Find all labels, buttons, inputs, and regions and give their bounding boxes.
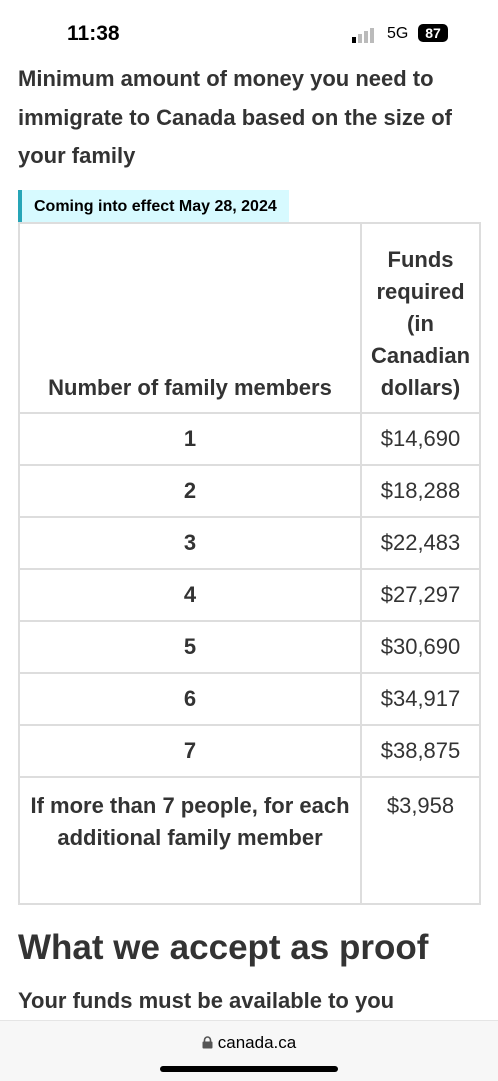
network: 5G (387, 25, 409, 42)
funds-cell: $34,917 (360, 672, 481, 726)
members-cell: 5 (18, 620, 362, 674)
members-cell: 3 (18, 516, 362, 570)
home-indicator (160, 1066, 338, 1072)
members-cell: 1 (18, 412, 362, 466)
members-cell: 4 (18, 568, 362, 622)
funds-cell: $14,690 (360, 412, 481, 466)
funds-cell: $27,297 (360, 568, 481, 622)
table-row: 2 $18,288 (18, 464, 481, 518)
header-cell: Funds required (in Canadian dollars) (360, 222, 481, 414)
signal-icon (352, 28, 374, 43)
funds-cell: $22,483 (360, 516, 481, 570)
section-heading: What we accept as proof (18, 928, 429, 967)
table-row: 5 $30,690 (18, 620, 481, 674)
table-body: 1 $14,690 2 $18,288 3 $22,483 4 $27,297 5 $30,690… (18, 412, 481, 905)
table-row: If more than 7 people, for each addition… (18, 776, 481, 905)
funds-cell: $38,875 (360, 724, 481, 778)
effective-label: Coming into effect May 28, 2024 (18, 190, 289, 222)
members-cell: 6 (18, 672, 362, 726)
clock: 11:38 (67, 22, 120, 45)
funds-cell: $30,690 (360, 620, 481, 674)
battery: 87 (418, 24, 448, 42)
funds-table: Number of family members Funds required … (18, 222, 481, 905)
section-text: Your funds must be available to you (18, 988, 395, 1013)
funds-cell: $3,958 (360, 776, 481, 905)
table-row: 6 $34,917 (18, 672, 481, 726)
url-text: canada.ca (217, 1033, 297, 1052)
funds-cell: $18,288 (360, 464, 481, 518)
url-bar[interactable]: canada.ca (0, 1033, 498, 1053)
members-cell: 2 (18, 464, 362, 518)
table-row: 1 $14,690 (18, 412, 481, 466)
intro-text: Minimum amount of money you need to immi… (18, 66, 452, 168)
status-bar: 11:38 5G 87 (0, 0, 498, 60)
header-row: Number of family members Funds required … (18, 222, 481, 414)
header-cell: Number of family members (18, 222, 362, 414)
members-cell: If more than 7 people, for each addition… (18, 776, 362, 905)
table-row: 7 $38,875 (18, 724, 481, 778)
browser-bar: canada.ca (0, 1020, 498, 1081)
lock-icon (202, 1036, 213, 1049)
members-cell: 7 (18, 724, 362, 778)
table-row: 3 $22,483 (18, 516, 481, 570)
table-row: 4 $27,297 (18, 568, 481, 622)
